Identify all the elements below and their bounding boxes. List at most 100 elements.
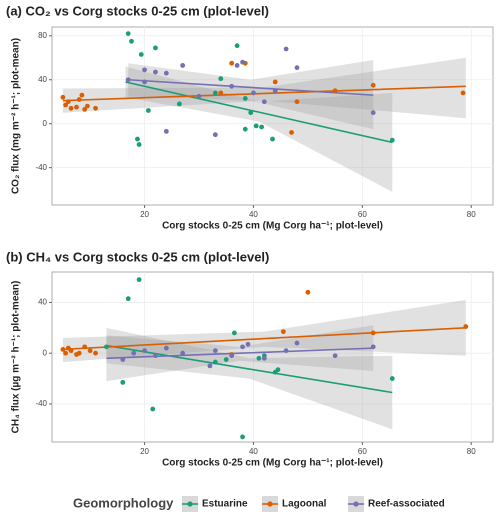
data-point — [251, 90, 256, 96]
data-point — [63, 350, 69, 356]
legend-title: Geomorphology — [73, 495, 174, 510]
data-point — [60, 94, 66, 100]
data-point — [76, 97, 82, 102]
x-tick-label: 20 — [140, 447, 149, 456]
data-point — [389, 137, 395, 143]
data-point — [370, 82, 376, 88]
data-point — [223, 357, 229, 362]
data-point — [163, 345, 169, 351]
confidence-band — [106, 327, 393, 430]
data-point — [272, 88, 278, 94]
data-point — [136, 142, 142, 147]
data-point — [207, 363, 213, 369]
data-point — [120, 379, 126, 385]
data-point — [129, 38, 134, 44]
fit-line — [125, 81, 393, 144]
data-point — [305, 289, 311, 295]
data-point — [229, 83, 235, 89]
confidence-band — [125, 66, 393, 192]
data-point — [180, 350, 186, 356]
data-point — [240, 344, 245, 350]
data-point — [65, 99, 71, 105]
data-point — [150, 406, 156, 412]
data-point — [261, 99, 267, 105]
data-point — [212, 90, 218, 96]
fit-line — [106, 344, 393, 394]
confidence-band — [62, 299, 466, 363]
data-point — [196, 93, 202, 99]
fit-line — [128, 78, 374, 96]
data-point — [135, 136, 140, 142]
data-point — [138, 52, 144, 57]
data-point — [218, 76, 224, 82]
data-point — [125, 31, 131, 36]
data-point — [234, 43, 240, 49]
data-point — [240, 59, 245, 65]
data-point — [294, 99, 300, 105]
x-tick-label: 60 — [358, 210, 367, 219]
data-point — [163, 70, 169, 76]
data-point — [125, 77, 131, 83]
x-tick-label: 20 — [140, 210, 149, 219]
y-tick-label: 0 — [43, 119, 48, 128]
data-point — [253, 123, 259, 129]
x-tick-label: 40 — [249, 447, 258, 456]
legend-label: Estuarine — [202, 499, 248, 510]
data-point — [370, 330, 376, 336]
data-point — [212, 132, 218, 138]
y-tick-label: 80 — [38, 31, 47, 40]
data-point — [270, 136, 275, 142]
data-point — [218, 90, 224, 96]
data-point — [125, 296, 131, 302]
legend-label: Lagoonal — [282, 499, 327, 510]
data-point — [163, 128, 169, 134]
data-point — [283, 46, 289, 52]
data-point — [231, 330, 237, 336]
data-point — [82, 344, 88, 350]
data-point — [142, 348, 147, 354]
legend-label: Reef-associated — [368, 499, 445, 510]
fit-line — [62, 327, 466, 351]
data-point — [79, 92, 85, 98]
x-tick-label: 80 — [467, 210, 476, 219]
data-point — [142, 79, 147, 85]
data-point — [272, 79, 278, 85]
data-point — [104, 344, 109, 350]
data-point — [332, 353, 338, 359]
chart-title: (a) CO₂ vs Corg stocks 0-25 cm (plot-lev… — [6, 3, 269, 18]
y-tick-label: -40 — [35, 399, 47, 408]
y-axis-label: CO₂ flux (mg m⁻² h⁻¹; plot-mean) — [11, 38, 22, 194]
data-point — [242, 96, 248, 101]
data-point — [74, 104, 79, 110]
data-point — [248, 110, 254, 116]
data-point — [229, 60, 235, 66]
data-point — [120, 357, 126, 362]
x-tick-label: 40 — [249, 210, 258, 219]
data-point — [63, 102, 69, 108]
data-point — [370, 344, 376, 350]
data-point — [84, 103, 90, 109]
data-point — [275, 367, 281, 373]
data-point — [463, 324, 469, 329]
y-axis-label: CH₄ flux (µg m⁻² h⁻¹; plot-mean) — [11, 281, 22, 434]
data-point — [180, 63, 186, 68]
data-point — [389, 376, 395, 381]
legend-dot — [187, 501, 193, 507]
data-point — [68, 105, 74, 111]
data-point — [68, 348, 74, 354]
data-point — [153, 69, 158, 75]
y-tick-label: -40 — [35, 163, 47, 172]
data-point — [82, 107, 88, 112]
data-point — [234, 63, 240, 68]
data-point — [283, 348, 289, 354]
legend-dot — [267, 501, 273, 507]
y-tick-label: 40 — [38, 298, 47, 307]
data-point — [280, 329, 286, 335]
fit-line — [62, 85, 466, 102]
fit-line — [106, 347, 374, 360]
x-tick-label: 80 — [467, 447, 476, 456]
y-tick-label: 0 — [43, 348, 48, 357]
data-point — [76, 350, 82, 356]
legend-dot — [353, 501, 359, 507]
data-point — [131, 350, 137, 356]
